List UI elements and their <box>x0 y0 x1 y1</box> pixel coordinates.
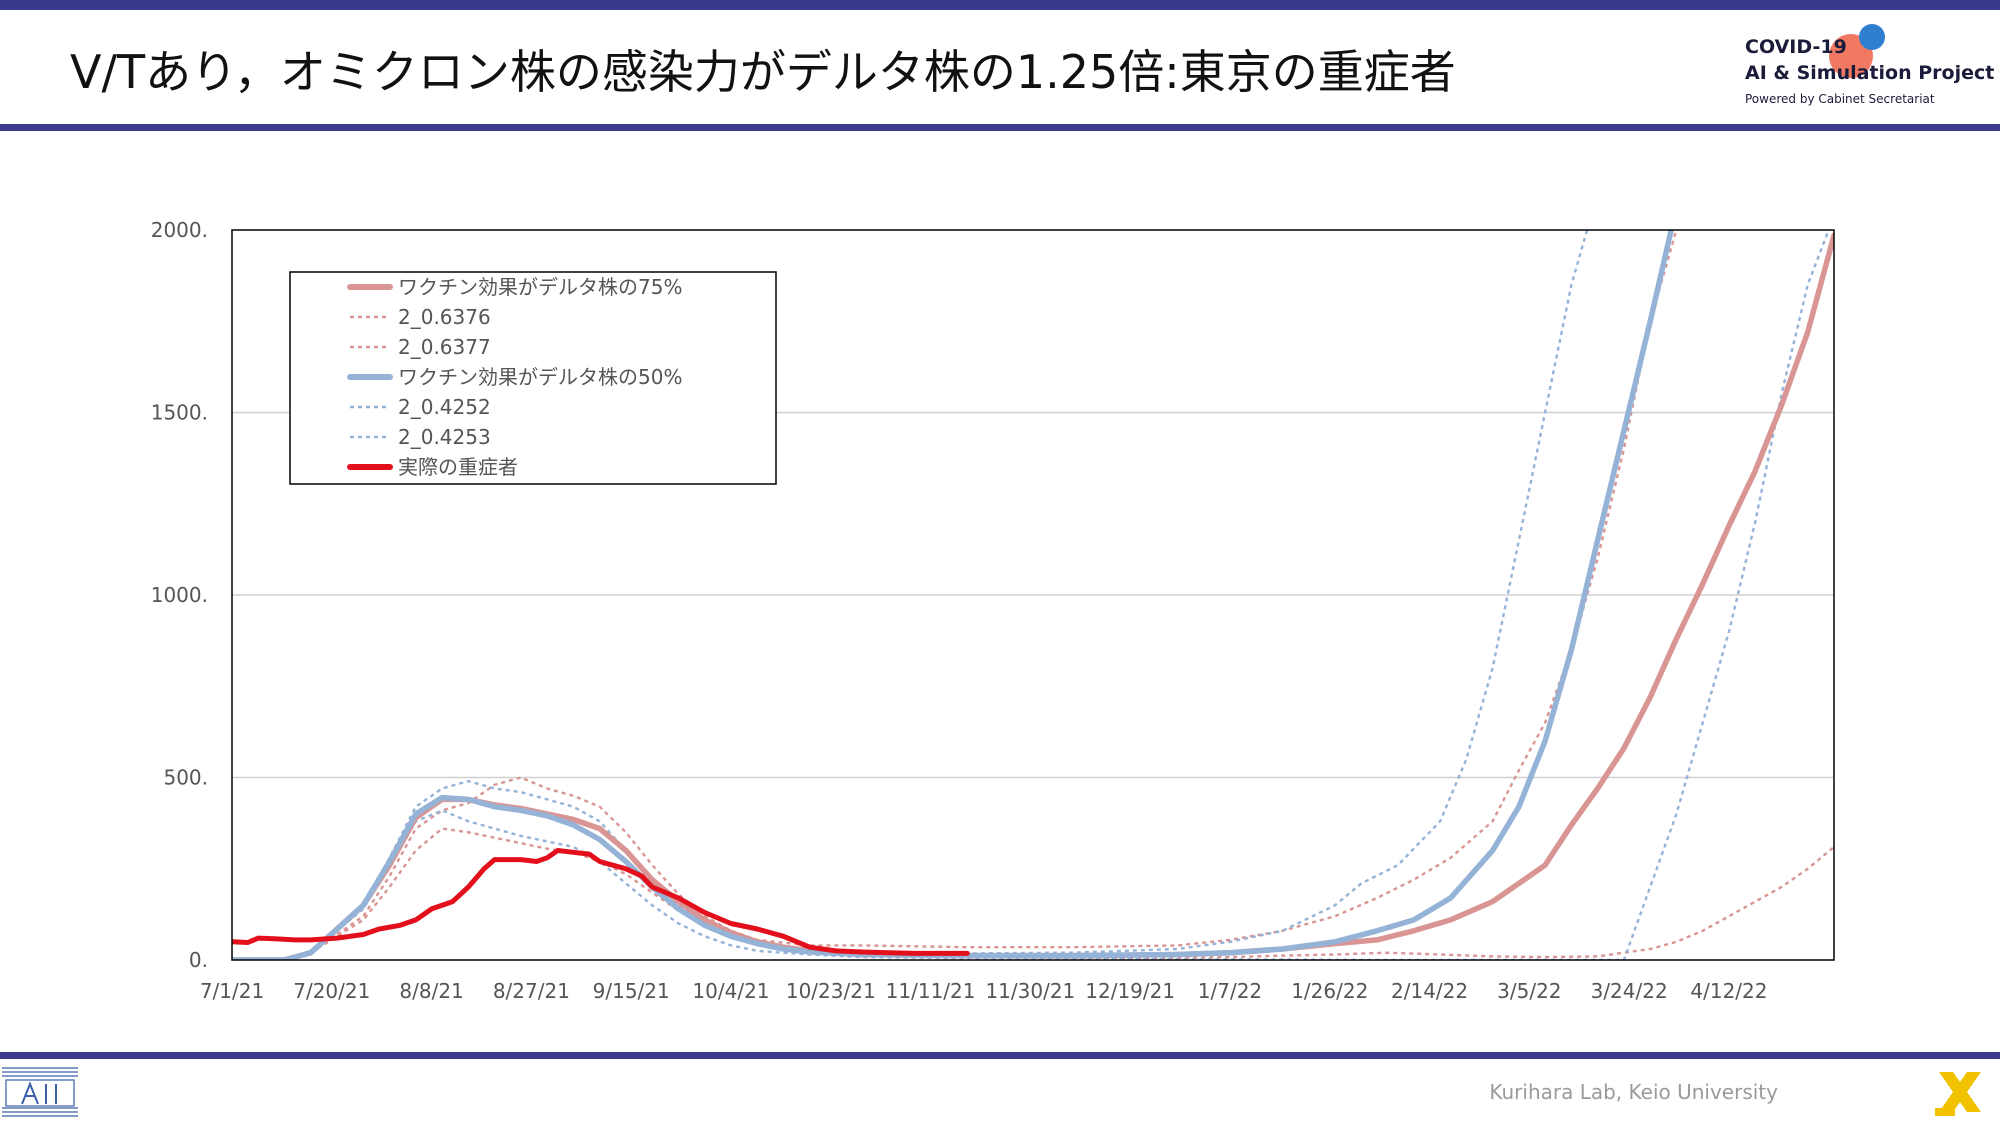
series-line-5 <box>232 230 1830 960</box>
x-tick-label: 9/15/21 <box>593 979 670 1003</box>
y-tick-label: 2000. <box>151 218 208 242</box>
x-tick-label: 12/19/21 <box>1085 979 1175 1003</box>
y-tick-label: 0. <box>189 948 208 972</box>
x-tick-label: 7/20/21 <box>293 979 370 1003</box>
x-axis-ticks: 7/1/21 7/20/21 8/8/21 8/27/21 9/15/21 10/4/21… <box>200 979 1768 1003</box>
x-tick-label: 1/7/22 <box>1198 979 1262 1003</box>
chart-series <box>232 230 1834 960</box>
chart-legend: ワクチン効果がデルタ株の75% 2_0.6376 2_0.6377 ワクチン効果がデル… <box>289 271 777 485</box>
footer-credit: Kurihara Lab, Keio University <box>1489 1080 1778 1104</box>
x-tick-label: 11/11/21 <box>886 979 976 1003</box>
legend-label: 2_0.4253 <box>398 425 491 449</box>
legend-label: ワクチン効果がデルタ株の75% <box>398 275 682 299</box>
logo-blue-dot <box>1859 24 1885 50</box>
x-tick-label: 1/26/22 <box>1291 979 1368 1003</box>
x-tick-label: 10/23/21 <box>786 979 876 1003</box>
x-tick-label: 4/12/22 <box>1690 979 1767 1003</box>
series-line-6 <box>232 848 970 956</box>
series-line-1 <box>232 230 1678 960</box>
y-axis-ticks: 0. 500. 1000. 1500. 2000. <box>151 218 208 972</box>
logo-line-3: Powered by Cabinet Secretariat <box>1745 92 1935 106</box>
legend-label: 2_0.4252 <box>398 395 491 419</box>
legend-label: 実際の重症者 <box>398 455 518 479</box>
footer-divider <box>0 1052 2000 1059</box>
x-tick-label: 11/30/21 <box>985 979 1075 1003</box>
x-tick-label: 3/5/22 <box>1497 979 1561 1003</box>
y-tick-label: 500. <box>163 766 208 790</box>
x-tick-label: 8/27/21 <box>493 979 570 1003</box>
x-tick-label: 10/4/21 <box>692 979 769 1003</box>
x-tick-label: 2/14/22 <box>1391 979 1468 1003</box>
covid-ai-project-logo: COVID-19 AI & Simulation Project Powered… <box>1745 22 1994 114</box>
y-tick-label: 1000. <box>151 583 208 607</box>
title-divider <box>0 124 2000 131</box>
legend-label: 2_0.6376 <box>398 305 491 329</box>
logo-line-1: COVID-19 <box>1745 36 1847 58</box>
plot-frame <box>231 229 1835 961</box>
legend-label: 2_0.6377 <box>398 335 491 359</box>
top-accent-bar <box>0 0 2000 10</box>
series-line-3 <box>232 230 1674 960</box>
y-tick-label: 1500. <box>151 401 208 425</box>
x-tick-label: 3/24/22 <box>1591 979 1668 1003</box>
x-tick-label: 7/1/21 <box>200 979 264 1003</box>
legend-label: ワクチン効果がデルタ株の50% <box>398 365 682 389</box>
x-tick-label: 8/8/21 <box>399 979 463 1003</box>
kurihara-lab-logo-icon <box>2 1067 78 1117</box>
slide-title: V/Tあり，オミクロン株の感染力がデルタ株の1.25倍:東京の重症者 <box>70 45 1456 99</box>
logo-line-2: AI & Simulation Project <box>1745 62 1995 84</box>
project-x-logo-icon <box>1935 1072 1981 1116</box>
series-line-2 <box>232 827 1834 960</box>
